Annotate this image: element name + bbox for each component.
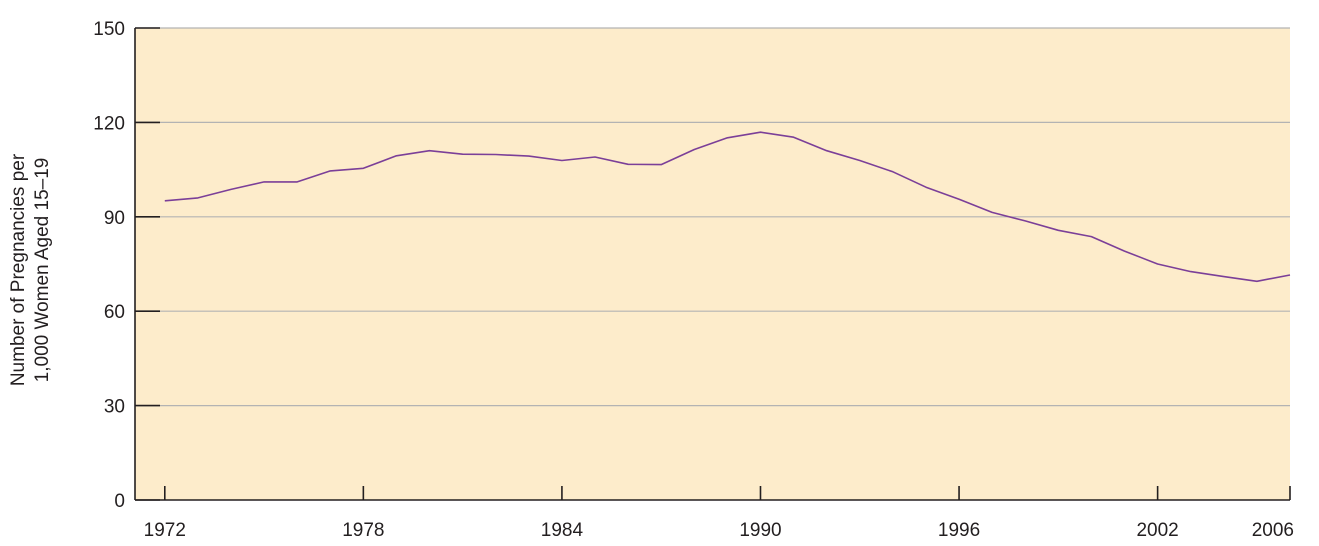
y-tick-label-30: 30 [104, 397, 125, 418]
y-tick-label-60: 60 [104, 302, 125, 323]
data-series [164, 131, 1291, 283]
x-tick-label-2006: 2006 [1252, 520, 1294, 541]
y-axis-title-line-1: Number of Pregnancies per [8, 153, 29, 386]
x-tick-label-1972: 1972 [144, 520, 186, 541]
axes [134, 28, 1290, 501]
x-axis-ticks: 1972 1978 1984 1990 1996 2002 2006 [144, 486, 1294, 541]
series-line-0 [164, 131, 1291, 283]
x-tick-label-2002: 2002 [1136, 520, 1178, 541]
y-axis-ticks: 0 30 60 90 120 150 [93, 19, 160, 512]
gridlines [135, 27, 1290, 407]
x-tick-label-1984: 1984 [541, 520, 584, 541]
x-tick-label-1990: 1990 [739, 520, 781, 541]
y-axis-title: Number of Pregnancies per 1,000 Women Ag… [8, 153, 53, 386]
plot-background [135, 28, 1290, 500]
x-tick-label-1978: 1978 [342, 520, 384, 541]
y-tick-label-0: 0 [114, 491, 125, 512]
y-tick-label-90: 90 [104, 208, 125, 229]
y-tick-label-120: 120 [93, 113, 125, 134]
y-axis-title-line-2: 1,000 Women Aged 15–19 [32, 158, 53, 383]
y-tick-label-150: 150 [93, 19, 125, 40]
x-tick-label-1996: 1996 [938, 520, 980, 541]
